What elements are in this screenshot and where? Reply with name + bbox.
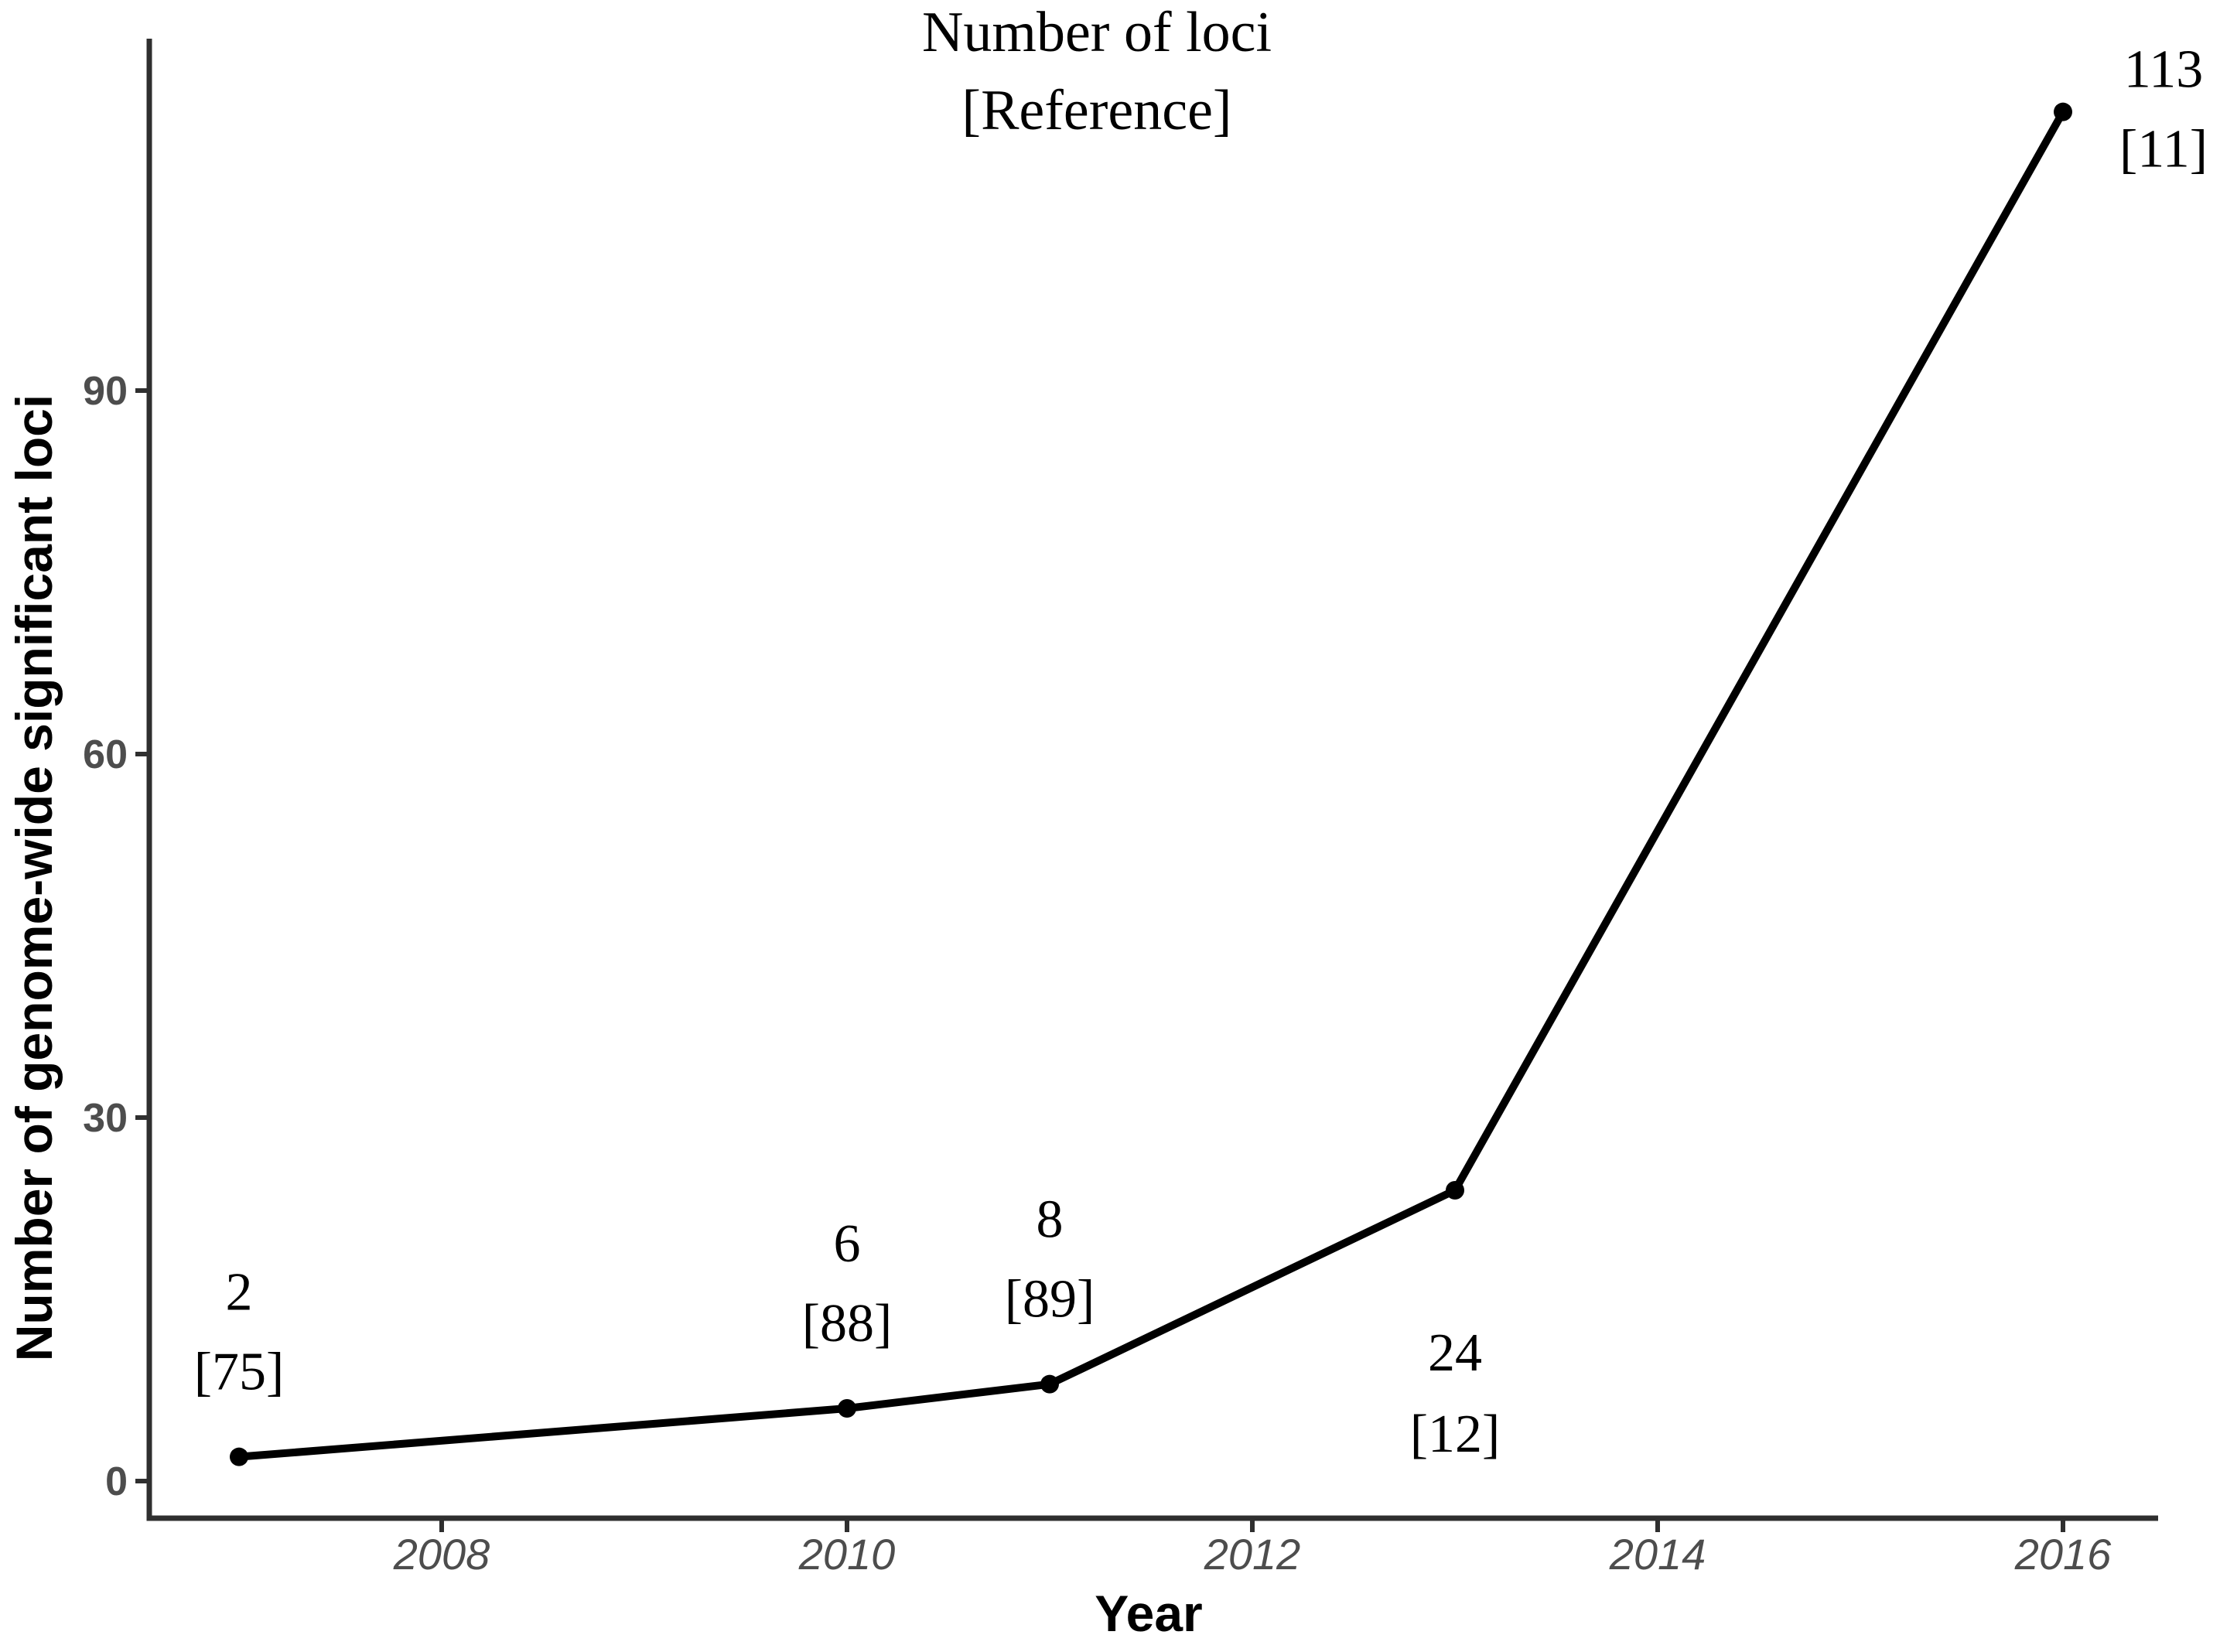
data-point-value-label: 2 [226, 1263, 253, 1323]
data-point-marker [1446, 1181, 1464, 1200]
chart-title: Number of loci [Reference] [922, 0, 1272, 150]
data-point-value-label: 24 [1428, 1323, 1482, 1383]
data-point-marker [838, 1399, 856, 1418]
data-point-marker [2054, 102, 2072, 121]
x-tick-label: 2008 [393, 1530, 490, 1579]
y-tick-label: 90 [83, 369, 128, 414]
x-axis-title: Year [1095, 1585, 1203, 1642]
chart-title-line-2: [Reference] [961, 79, 1232, 142]
trend-line [235, 108, 2067, 1461]
y-tick-label: 30 [83, 1096, 128, 1141]
x-tick-label: 2016 [2014, 1530, 2112, 1579]
chart-title-line-1: Number of loci [921, 1, 1272, 64]
x-tick-label: 2014 [1609, 1530, 1706, 1579]
data-point-reference-label: [88] [802, 1294, 893, 1353]
data-point-marker [1040, 1374, 1059, 1394]
data-point-reference-label: [11] [2119, 120, 2208, 179]
data-point-marker [230, 1447, 248, 1466]
y-tick-label: 60 [83, 732, 128, 777]
data-point-value-label: 8 [1037, 1190, 1064, 1250]
y-tick-label: 0 [105, 1459, 128, 1504]
data-point-value-label: 113 [2124, 40, 2203, 100]
data-point-reference-label: [75] [194, 1343, 285, 1402]
x-tick-label: 2010 [798, 1530, 896, 1579]
x-tick-label: 2012 [1204, 1530, 1301, 1579]
data-point-reference-label: [89] [1005, 1270, 1095, 1329]
data-point-value-label: 6 [834, 1214, 861, 1274]
data-point-reference-label: [12] [1410, 1405, 1501, 1464]
